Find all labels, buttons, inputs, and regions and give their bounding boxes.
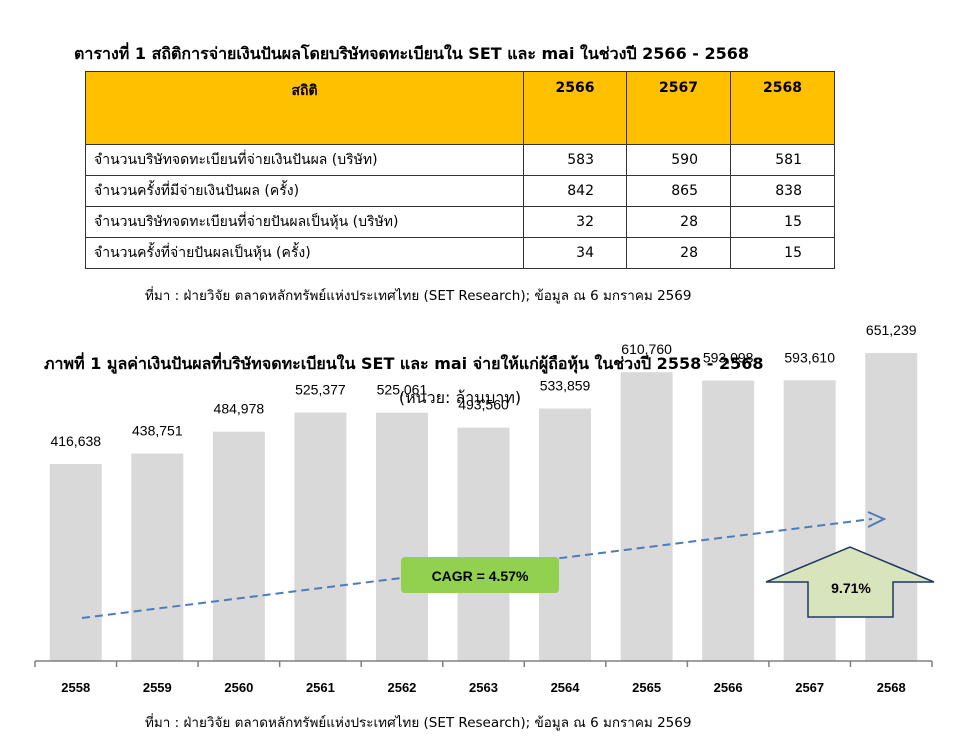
row-label: จำนวนบริษัทจดทะเบียนที่จ่ายปันผลเป็นหุ้น…: [85, 206, 524, 238]
category-label-2559: 2559: [143, 680, 172, 695]
row-label: จำนวนบริษัทจดทะเบียนที่จ่ายเงินปันผล (บร…: [85, 144, 524, 176]
category-label-2564: 2564: [551, 680, 581, 695]
value-label-2565: 610,760: [621, 341, 672, 357]
cell-value: 581: [730, 144, 835, 176]
category-labels: 2558 2559 2560 2561 2562 2563 2564 2565 2566 2567…: [61, 680, 905, 695]
value-label-2568: 651,239: [866, 322, 917, 338]
bar-2563: [457, 427, 510, 661]
bar-2560: [212, 431, 265, 661]
row-label: จำนวนครั้งที่จ่ายปันผลเป็นหุ้น (ครั้ง): [85, 237, 524, 269]
bar-2559: [131, 453, 184, 661]
category-label-2566: 2566: [714, 680, 743, 695]
growth-arrow: [765, 546, 935, 618]
value-labels: 416,638 438,751 484,978 525,377 525,061 493,5…: [50, 322, 916, 449]
bar-2562: [375, 412, 428, 661]
value-label-2563: 493,560: [458, 397, 509, 413]
value-label-2558: 416,638: [50, 433, 101, 449]
cell-value: 32: [523, 206, 627, 238]
cell-value: 34: [523, 237, 627, 269]
table-source-note: ที่มา : ฝ่ายวิจัย ตลาดหลักทรัพย์แห่งประเ…: [145, 288, 692, 304]
value-label-2561: 525,377: [295, 382, 346, 398]
category-label-2562: 2562: [387, 680, 416, 695]
growth-label: 9.71%: [831, 580, 871, 596]
bar-2567: [783, 380, 836, 661]
x-ticks: [34, 661, 933, 667]
header-2568: 2568: [730, 71, 835, 145]
cell-value: 15: [730, 237, 835, 269]
chart-source-note: ที่มา : ฝ่ายวิจัย ตลาดหลักทรัพย์แห่งประเ…: [145, 715, 692, 731]
value-label-2562: 525,061: [377, 382, 428, 398]
trend-line: [81, 518, 873, 619]
value-label-2567: 593,610: [784, 349, 835, 365]
value-label-2566: 593,098: [703, 350, 754, 366]
cell-value: 583: [523, 144, 627, 176]
category-label-2563: 2563: [469, 680, 498, 695]
bar-2566: [702, 380, 755, 661]
chart-unit-label: (หน่วย: ล้านบาท): [398, 388, 522, 407]
cagr-box: [401, 557, 559, 593]
category-label-2560: 2560: [224, 680, 253, 695]
header-2566: 2566: [523, 71, 627, 145]
table-title: ตารางที่ 1 สถิติการจ่ายเงินปันผลโดยบริษั…: [74, 44, 750, 63]
cell-value: 838: [730, 175, 835, 207]
row-label: จำนวนครั้งที่มีจ่ายเงินปันผล (ครั้ง): [85, 175, 524, 207]
category-label-2561: 2561: [306, 680, 335, 695]
category-label-2565: 2565: [632, 680, 661, 695]
chart-title: ภาพที่ 1 มูลค่าเงินปันผลที่บริษัทจดทะเบี…: [44, 354, 764, 373]
value-label-2564: 533,859: [540, 378, 591, 394]
header-stat: สถิติ: [85, 71, 524, 145]
bar-2565: [620, 372, 673, 661]
value-label-2559: 438,751: [132, 423, 183, 439]
category-label-2567: 2567: [795, 680, 824, 695]
header-2567: 2567: [626, 71, 731, 145]
table-header-row: สถิติ 2566 2567 2568: [85, 71, 835, 145]
bar-group: [49, 353, 918, 661]
category-label-2558: 2558: [61, 680, 90, 695]
table-row: จำนวนบริษัทจดทะเบียนที่จ่ายปันผลเป็นหุ้น…: [85, 206, 835, 238]
cagr-label: CAGR = 4.57%: [432, 568, 529, 584]
bar-2564: [539, 408, 592, 661]
category-label-2568: 2568: [877, 680, 906, 695]
bar-2561: [294, 412, 347, 661]
dividend-stats-table: สถิติ 2566 2567 2568 จำนวนบริษัทจดทะเบีย…: [85, 71, 835, 269]
cell-value: 28: [626, 237, 731, 269]
value-label-2560: 484,978: [214, 401, 265, 417]
table-row: จำนวนครั้งที่จ่ายปันผลเป็นหุ้น (ครั้ง) 3…: [85, 237, 835, 269]
cell-value: 28: [626, 206, 731, 238]
trend-arrowhead: [867, 511, 887, 528]
bar-2558: [49, 463, 102, 661]
